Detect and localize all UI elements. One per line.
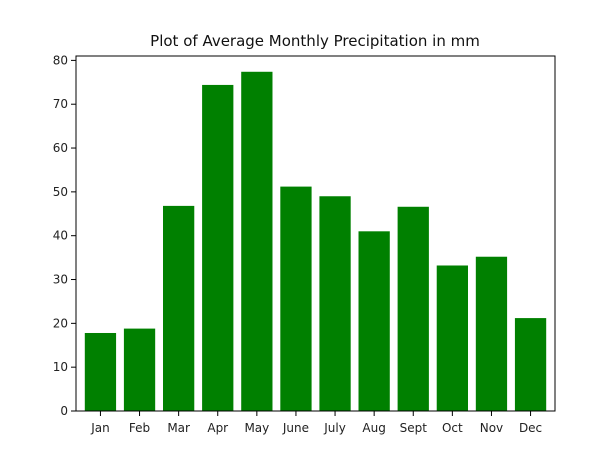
bar-mar xyxy=(163,205,195,411)
y-axis: 0 10 20 30 40 50 60 70 80 xyxy=(53,53,76,418)
x-tick-label: June xyxy=(282,421,309,435)
x-tick-label: Feb xyxy=(129,421,150,435)
y-tick-label: 30 xyxy=(53,273,68,287)
bar-jan xyxy=(84,332,117,411)
bars-layer xyxy=(84,71,547,412)
x-tick-label: Jan xyxy=(90,421,110,435)
y-tick-label: 80 xyxy=(53,53,68,67)
plot-frame xyxy=(75,55,556,412)
bar-sept xyxy=(397,206,429,411)
x-axis: Jan Feb Mar Apr May June July Aug Sept Oct Nov Dec xyxy=(90,411,542,435)
y-tick-label: 10 xyxy=(53,360,68,374)
x-tick-label: Oct xyxy=(442,421,463,435)
x-tick-label: July xyxy=(323,421,346,435)
x-tick-label: Aug xyxy=(362,421,385,435)
y-tick-label: 70 xyxy=(53,97,68,111)
bar-feb xyxy=(123,328,156,411)
bar-july xyxy=(319,196,351,411)
bar-june xyxy=(280,186,312,411)
bar-apr xyxy=(202,84,234,412)
y-tick-label: 40 xyxy=(53,229,68,243)
x-tick-label: Apr xyxy=(207,421,228,435)
x-tick-label: Nov xyxy=(480,421,503,435)
y-tick-label: 0 xyxy=(60,404,68,418)
x-tick-label: Sept xyxy=(400,421,428,435)
chart-title: Plot of Average Monthly Precipitation in… xyxy=(150,32,480,50)
bar-may xyxy=(241,71,273,411)
x-tick-label: Mar xyxy=(167,421,190,435)
x-tick-label: May xyxy=(244,421,269,435)
y-tick-label: 50 xyxy=(53,185,68,199)
bar-oct xyxy=(436,265,468,411)
y-tick-label: 60 xyxy=(53,141,68,155)
bar-dec xyxy=(514,318,547,411)
bar-nov xyxy=(475,256,508,411)
x-tick-label: Dec xyxy=(519,421,542,435)
bar-aug xyxy=(358,231,390,411)
y-tick-label: 20 xyxy=(53,316,68,330)
